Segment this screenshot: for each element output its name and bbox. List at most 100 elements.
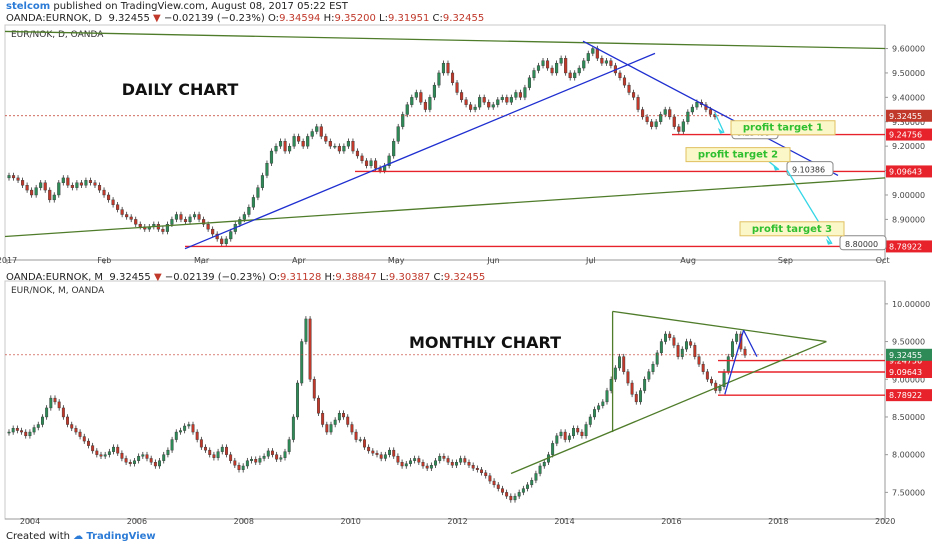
daily-candle <box>16 177 20 181</box>
monthly-candle <box>325 424 329 433</box>
daily-open: 9.34594 <box>279 13 321 24</box>
monthly-triangle-lower <box>510 340 827 475</box>
monthly-candle <box>634 394 638 403</box>
created-with-text: Created with <box>6 531 70 542</box>
daily-candle <box>170 219 174 225</box>
monthly-candle <box>484 472 488 476</box>
monthly-high-label: H: <box>324 272 336 283</box>
daily-candle <box>324 136 328 142</box>
monthly-y-tick-label: 10.00000 <box>892 300 930 309</box>
daily-y-tick-label: 9.50000 <box>892 69 925 78</box>
monthly-symbol: OANDA:EURNOK, M <box>6 272 104 283</box>
monthly-y-tick-label: 8.00000 <box>892 451 925 460</box>
daily-low: 9.31951 <box>388 13 430 24</box>
daily-candle <box>364 160 369 166</box>
monthly-legend: EUR/NOK, M, OANDA <box>11 286 105 296</box>
daily-candle <box>464 99 468 105</box>
daily-candle <box>432 84 436 98</box>
monthly-candle <box>701 363 705 372</box>
monthly-candle <box>392 449 396 457</box>
monthly-recent-down-leg <box>742 329 758 357</box>
daily-last-price-label: 9.32455 <box>889 112 922 121</box>
daily-rising-trendline <box>184 52 656 250</box>
daily-candle <box>514 92 518 98</box>
daily-candle <box>654 121 658 127</box>
monthly-candle <box>605 390 609 403</box>
daily-candle <box>161 228 165 232</box>
monthly-candle <box>11 428 15 433</box>
monthly-close: 9.32455 <box>443 272 486 283</box>
monthly-candle <box>166 449 170 455</box>
daily-candle <box>405 104 409 115</box>
daily-candle <box>125 214 129 218</box>
daily-candle <box>428 97 432 110</box>
monthly-recent-up-leg <box>724 330 745 395</box>
monthly-candle <box>329 424 333 433</box>
daily-level-label: 9.24756 <box>889 131 922 140</box>
daily-candle <box>315 126 319 132</box>
daily-candle <box>414 92 418 98</box>
monthly-candle <box>112 446 115 452</box>
daily-candle <box>636 97 640 110</box>
daily-candle <box>387 155 391 166</box>
daily-y-tick-label: 9.40000 <box>892 93 925 102</box>
daily-level-tag <box>886 240 932 253</box>
monthly-high: 9.38847 <box>335 272 377 283</box>
daily-candle <box>274 145 278 152</box>
monthly-candle <box>24 431 28 437</box>
daily-candle <box>134 219 138 225</box>
monthly-candle <box>271 450 274 455</box>
monthly-candle <box>300 341 304 384</box>
daily-candle <box>288 145 292 152</box>
monthly-open: 9.31128 <box>279 272 322 283</box>
tradingview-brand[interactable]: TradingView <box>86 531 156 542</box>
monthly-candle <box>346 416 350 425</box>
monthly-candle <box>350 424 354 433</box>
daily-target-price: 9.10386 <box>792 166 825 175</box>
monthly-candle <box>250 458 253 461</box>
daily-candle <box>604 60 608 64</box>
daily-candle <box>609 60 613 66</box>
monthly-candle <box>438 455 442 461</box>
daily-candle <box>410 97 414 105</box>
monthly-triangle-upper <box>612 310 827 343</box>
monthly-candle <box>509 495 513 501</box>
monthly-candle <box>480 469 484 473</box>
monthly-candle <box>593 409 596 418</box>
monthly-candle <box>337 412 341 421</box>
monthly-candle <box>501 488 504 493</box>
monthly-candle <box>630 382 634 395</box>
daily-candle <box>306 136 310 147</box>
daily-candle <box>482 97 486 103</box>
daily-candle <box>251 197 255 208</box>
daily-candle <box>206 224 210 230</box>
daily-candle <box>202 219 206 225</box>
monthly-candle <box>417 458 421 463</box>
monthly-candle <box>220 446 224 452</box>
daily-candle <box>220 238 224 244</box>
daily-candle <box>138 224 142 227</box>
monthly-candle <box>643 379 647 391</box>
daily-x-tick-label: Mar <box>194 256 210 265</box>
daily-upper-channel <box>4 30 886 50</box>
monthly-candle <box>91 445 95 452</box>
daily-candle <box>346 141 350 147</box>
monthly-close-label: C: <box>433 272 444 283</box>
daily-candle <box>283 141 287 152</box>
daily-candle <box>183 219 188 223</box>
author-name[interactable]: stelcom <box>6 1 51 12</box>
monthly-candle <box>659 341 663 354</box>
daily-candle <box>297 136 301 142</box>
monthly-candle <box>258 458 262 463</box>
monthly-candle <box>534 473 538 481</box>
monthly-candle <box>86 440 90 446</box>
monthly-candle <box>705 371 709 380</box>
daily-candle <box>392 141 396 157</box>
monthly-candle <box>107 451 111 455</box>
monthly-candle <box>379 454 383 459</box>
monthly-low: 9.30387 <box>388 272 431 283</box>
monthly-candle <box>145 454 149 459</box>
monthly-candle <box>718 386 722 391</box>
daily-candle <box>97 185 102 191</box>
